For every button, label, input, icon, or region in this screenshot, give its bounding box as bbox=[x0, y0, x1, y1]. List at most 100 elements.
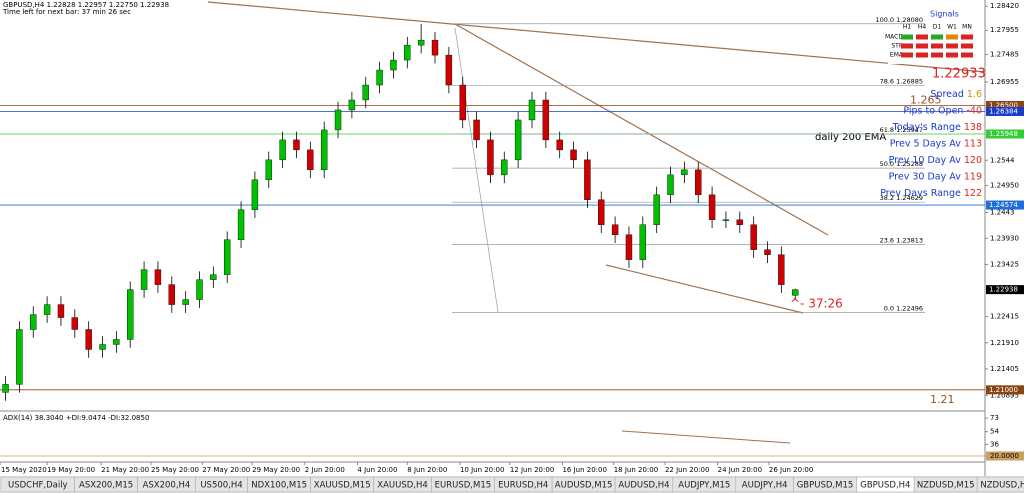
info-value: 113 bbox=[964, 138, 982, 149]
symbol-line: GBPUSD,H4 1.22828 1.22957 1.22750 1.2293… bbox=[3, 1, 169, 9]
tab[interactable]: EURUSD,M15 bbox=[431, 476, 495, 493]
y-tick-label: 1.24950 bbox=[990, 182, 1019, 190]
tab[interactable]: XAUUSD,H4 bbox=[373, 476, 432, 493]
tab-label: ASX200,H4 bbox=[143, 481, 191, 491]
trend-line bbox=[207, 1, 986, 73]
candle-body bbox=[307, 149, 314, 171]
x-tick-label: 4 Jun 20:00 bbox=[357, 466, 397, 474]
tab[interactable]: AUDJPY,H4 bbox=[735, 476, 794, 493]
candle-body bbox=[598, 199, 605, 225]
tab[interactable]: XAUUSD,M15 bbox=[310, 476, 375, 493]
candle-body bbox=[708, 194, 716, 220]
candle-body bbox=[487, 139, 494, 176]
fib-anchor-line bbox=[454, 27, 499, 313]
price-marker bbox=[986, 100, 1024, 110]
fib-label: 78.6 1.26885 bbox=[880, 78, 923, 86]
y-tick-label: 1.21405 bbox=[990, 365, 1019, 373]
candle-body bbox=[390, 59, 397, 71]
candle-body bbox=[639, 224, 647, 260]
candle-body bbox=[611, 224, 619, 235]
tab-box bbox=[976, 476, 1024, 493]
x-tick-label: 8 Jun 20:00 bbox=[407, 466, 447, 474]
y-tick-label: 1.27955 bbox=[990, 26, 1019, 34]
x-tick-label: 18 Jun 20:00 bbox=[614, 466, 658, 474]
info-row: Prev 10 Day Av 120 bbox=[889, 155, 982, 166]
tab[interactable]: NZDUSD,M15 bbox=[913, 476, 978, 493]
candle-body bbox=[154, 269, 162, 285]
fib-label: 61.8 1.25947 bbox=[880, 126, 923, 134]
y-tick-label: 1.28420 bbox=[990, 2, 1019, 10]
tab[interactable]: NZDUSD,H4 bbox=[976, 476, 1024, 493]
candle-body bbox=[473, 119, 480, 141]
info-label: Prev 30 Day Av bbox=[889, 171, 962, 182]
candle-body bbox=[570, 149, 577, 161]
info-value: 138 bbox=[964, 122, 982, 133]
signal-column: H4 bbox=[918, 24, 927, 31]
candle-body bbox=[404, 44, 411, 61]
candle-body bbox=[792, 289, 799, 296]
tab[interactable]: US500,H4 bbox=[195, 476, 249, 493]
price-marker bbox=[986, 385, 1024, 395]
fib-label: 38.2 1.24629 bbox=[880, 194, 923, 202]
x-tick-label: 22 Jun 20:00 bbox=[665, 466, 709, 474]
trend-line bbox=[454, 23, 829, 236]
info-row: Prev 5 Days Av 113 bbox=[890, 138, 982, 149]
candle-body bbox=[376, 69, 383, 86]
tab[interactable]: NDX100,M15 bbox=[247, 476, 311, 493]
candle-body bbox=[210, 274, 217, 280]
tab[interactable]: GBPUSD,M15 bbox=[793, 476, 857, 493]
candle-body bbox=[459, 84, 466, 121]
signal-cell bbox=[931, 34, 943, 40]
signal-row-label: STR bbox=[891, 43, 903, 50]
signal-cell bbox=[946, 43, 958, 49]
signal-cell bbox=[961, 34, 973, 40]
signal-cell bbox=[916, 43, 928, 49]
countdown: ^- 37:26 bbox=[790, 297, 843, 311]
tab-label: NZDUSD,H4 bbox=[980, 481, 1024, 491]
y-tick-label: 1.27485 bbox=[990, 51, 1019, 59]
ema-label: daily 200 EMA bbox=[815, 132, 886, 143]
price-marker bbox=[986, 285, 1024, 295]
tab-label: XAUUSD,M15 bbox=[314, 481, 371, 491]
candle-body bbox=[695, 169, 702, 196]
candle-body bbox=[653, 194, 660, 225]
price-marker-label: 1.21000 bbox=[989, 386, 1018, 394]
level-label: 1.265 bbox=[910, 93, 942, 106]
tab[interactable]: AUDUSD,H4 bbox=[614, 476, 674, 493]
indicator-trend-line bbox=[621, 430, 791, 444]
tab[interactable]: EURUSD,H4 bbox=[494, 476, 553, 493]
candle-body bbox=[778, 254, 785, 285]
tab[interactable]: ASX200,H4 bbox=[137, 476, 196, 493]
tab-label: USDCHF,Daily bbox=[8, 481, 68, 491]
x-tick-label: 2 Jun 20:00 bbox=[305, 466, 345, 474]
indicator-tick-label: 54 bbox=[990, 428, 999, 436]
info-row: Pips to Open -40 bbox=[903, 105, 982, 116]
tab[interactable]: ASX200,M15 bbox=[74, 476, 138, 493]
x-tick-label: 21 May 20:00 bbox=[101, 466, 149, 474]
candle-body bbox=[501, 159, 508, 176]
info-label: Spread bbox=[930, 89, 963, 100]
candle-body bbox=[362, 84, 369, 101]
tab[interactable]: AUDUSD,M15 bbox=[551, 476, 616, 493]
candle-body bbox=[265, 159, 272, 181]
info-label: Today's Range bbox=[892, 122, 961, 133]
x-tick-label: 19 May 20:00 bbox=[47, 466, 95, 474]
info-value: -40 bbox=[966, 105, 982, 116]
candle-body bbox=[334, 109, 342, 131]
tab-label: NDX100,M15 bbox=[251, 481, 307, 491]
x-tick-label: 15 May 2020 bbox=[1, 466, 47, 474]
fib-label: 23.6 1.23813 bbox=[880, 236, 923, 244]
fib-label: 50.0 1.25288 bbox=[880, 160, 923, 168]
candle-body bbox=[514, 119, 522, 161]
info-row: Prev Days Range 122 bbox=[880, 188, 982, 199]
tab[interactable]: GBPUSD,H4 bbox=[856, 476, 915, 493]
signal-cell bbox=[916, 34, 928, 40]
tab[interactable]: AUDJPY,M15 bbox=[672, 476, 737, 493]
info-value: 122 bbox=[964, 188, 982, 199]
x-tick-label: 29 May 20:00 bbox=[252, 466, 300, 474]
x-tick-label: 26 Jun 20:00 bbox=[769, 466, 813, 474]
y-tick-label: 1.2544 bbox=[990, 156, 1015, 164]
tab[interactable]: USDCHF,Daily bbox=[0, 476, 75, 493]
candle-body bbox=[279, 139, 286, 161]
y-tick-label: 1.21910 bbox=[990, 339, 1019, 347]
